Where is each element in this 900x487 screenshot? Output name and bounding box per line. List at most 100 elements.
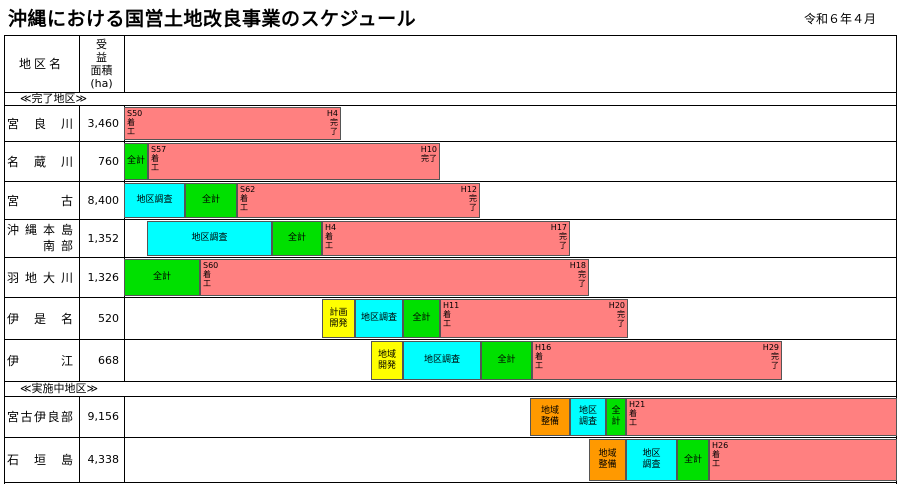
phase-bar-survey: 地区調査 bbox=[147, 221, 272, 256]
grid-line bbox=[124, 35, 125, 92]
start-label: H4 着 工 bbox=[325, 223, 337, 250]
start-label: S60 着 工 bbox=[203, 261, 219, 288]
header-district-name: 地区名 bbox=[18, 57, 64, 71]
phase-bar-survey: 地区 調査 bbox=[626, 439, 677, 481]
benefit-area: 8,400 bbox=[87, 193, 120, 207]
grid-line bbox=[124, 105, 125, 381]
end-label: H29 完 了 bbox=[762, 343, 779, 370]
phase-bar-design: 全計 bbox=[481, 341, 532, 380]
phase-label: 全計 bbox=[412, 313, 431, 323]
district-name: 伊江 bbox=[7, 353, 73, 368]
phase-label: 全計 bbox=[497, 355, 516, 365]
grid-line bbox=[124, 396, 125, 482]
phase-bar-construction: S62 着 工 H12 完 了 bbox=[237, 183, 480, 218]
start-label: H16 着 工 bbox=[535, 343, 552, 370]
phase-bar-construction: H16 着 工 H29 完 了 bbox=[532, 341, 782, 380]
phase-label: 地区 調査 bbox=[642, 449, 661, 470]
benefit-area: 9,156 bbox=[87, 410, 120, 423]
phase-bar-construction: H4 着 工 H17 完 了 bbox=[322, 221, 570, 256]
phase-bar-survey: 地区調査 bbox=[355, 299, 403, 338]
grid-line bbox=[4, 297, 897, 298]
phase-bar-design: 全計 bbox=[124, 143, 148, 180]
phase-bar-planning: 計画 開発 bbox=[322, 299, 355, 338]
phase-bar-design: 全計 bbox=[124, 259, 200, 296]
benefit-area: 520 bbox=[98, 311, 119, 325]
phase-bar-planning: 地域 開発 bbox=[371, 341, 403, 380]
end-label: H12 完 了 bbox=[460, 185, 477, 212]
district-name: 宮古伊良部 bbox=[7, 410, 73, 424]
end-label: H20 完 了 bbox=[608, 301, 625, 328]
phase-bar-construction: S60 着 工 H18 完 了 bbox=[200, 259, 589, 296]
end-label: H10 完了 bbox=[420, 145, 437, 163]
grid-line bbox=[79, 35, 80, 92]
header-area-line: 益 bbox=[95, 51, 107, 64]
grid-line bbox=[4, 339, 897, 340]
grid-line bbox=[4, 257, 897, 258]
phase-bar-maintenance: 地域 整備 bbox=[530, 398, 570, 436]
grid-line bbox=[4, 35, 5, 484]
phase-label: 地区調査 bbox=[136, 195, 173, 205]
phase-label: 全計 bbox=[126, 156, 145, 166]
phase-bar-survey: 地区調査 bbox=[124, 183, 185, 218]
phase-bar-design: 全計 bbox=[403, 299, 440, 338]
phase-label: 全計 bbox=[683, 454, 702, 465]
start-label: H26 着 工 bbox=[712, 441, 729, 468]
grid-line bbox=[4, 396, 897, 397]
grid-line bbox=[4, 141, 897, 142]
phase-label: 地域 整備 bbox=[598, 449, 617, 470]
benefit-area: 1,326 bbox=[87, 270, 120, 284]
district-name: 伊是名 bbox=[7, 311, 73, 326]
end-label: H4 完 了 bbox=[326, 109, 338, 136]
benefit-area: 1,352 bbox=[87, 231, 120, 245]
start-label: S62 着 工 bbox=[240, 185, 256, 212]
grid-line bbox=[4, 219, 897, 220]
district-name: 名蔵川 bbox=[7, 154, 73, 169]
benefit-area: 760 bbox=[98, 154, 119, 168]
phase-bar-construction: H11 着 工 H20 完 了 bbox=[440, 299, 628, 338]
phase-bar-construction: H26 着 工 bbox=[709, 439, 897, 481]
phase-label: 地区調査 bbox=[360, 313, 397, 323]
header-area-line: 面積 bbox=[90, 64, 113, 77]
phase-label: 全計 bbox=[287, 233, 306, 243]
phase-label: 地区調査 bbox=[423, 355, 460, 365]
benefit-area: 4,338 bbox=[87, 453, 120, 466]
grid-line bbox=[4, 105, 897, 106]
phase-bar-survey: 地区 調査 bbox=[570, 398, 606, 436]
phase-label: 全 計 bbox=[611, 406, 621, 427]
grid-line bbox=[4, 181, 897, 182]
end-label: H18 完 了 bbox=[569, 261, 586, 288]
benefit-area: 3,460 bbox=[87, 116, 120, 130]
header-area-line: 受 bbox=[95, 38, 107, 51]
grid-line bbox=[4, 35, 897, 36]
phase-label: 計画 開発 bbox=[329, 307, 348, 329]
revision-date: 令和６年４月 bbox=[804, 12, 877, 26]
phase-label: 地区 調査 bbox=[578, 406, 597, 427]
phase-bar-construction: H21 着 工 bbox=[626, 398, 897, 436]
grid-line bbox=[4, 92, 897, 93]
grid-line bbox=[79, 105, 80, 381]
phase-bar-maintenance: 地域 整備 bbox=[589, 439, 626, 481]
start-label: S50 着 工 bbox=[127, 109, 143, 136]
district-name: 宮良川 bbox=[7, 116, 73, 131]
district-name: 羽地大川 bbox=[7, 270, 73, 285]
phase-label: 地域 開発 bbox=[377, 349, 396, 371]
grid-line bbox=[4, 381, 897, 382]
district-name: 石垣島 bbox=[7, 453, 73, 467]
section-in-progress: ≪実施中地区≫ bbox=[20, 382, 99, 395]
benefit-area: 668 bbox=[98, 353, 119, 367]
phase-bar-design: 全 計 bbox=[606, 398, 626, 436]
grid-line bbox=[896, 35, 897, 484]
grid-line bbox=[4, 437, 897, 438]
start-label: S57 着 工 bbox=[151, 145, 167, 172]
start-label: H11 着 工 bbox=[443, 301, 460, 328]
phase-bar-design: 全計 bbox=[677, 439, 709, 481]
page-title: 沖縄における国営土地改良事業のスケジュール bbox=[8, 8, 417, 30]
phase-label: 地域 整備 bbox=[540, 406, 559, 427]
header-benefit-area: 受 益 面積 (ha) bbox=[79, 36, 124, 92]
phase-bar-construction: S57 着 工 H10 完了 bbox=[148, 143, 440, 180]
end-label: H17 完 了 bbox=[550, 223, 567, 250]
start-label: H21 着 工 bbox=[629, 400, 646, 427]
schedule-table: 地区名 受 益 面積 (ha) ≪完了地区≫ ≪実施中地区≫ 宮良川 3,460 S… bbox=[4, 35, 897, 484]
phase-bar-survey: 地区調査 bbox=[403, 341, 481, 380]
header-area-line: (ha) bbox=[90, 77, 113, 90]
